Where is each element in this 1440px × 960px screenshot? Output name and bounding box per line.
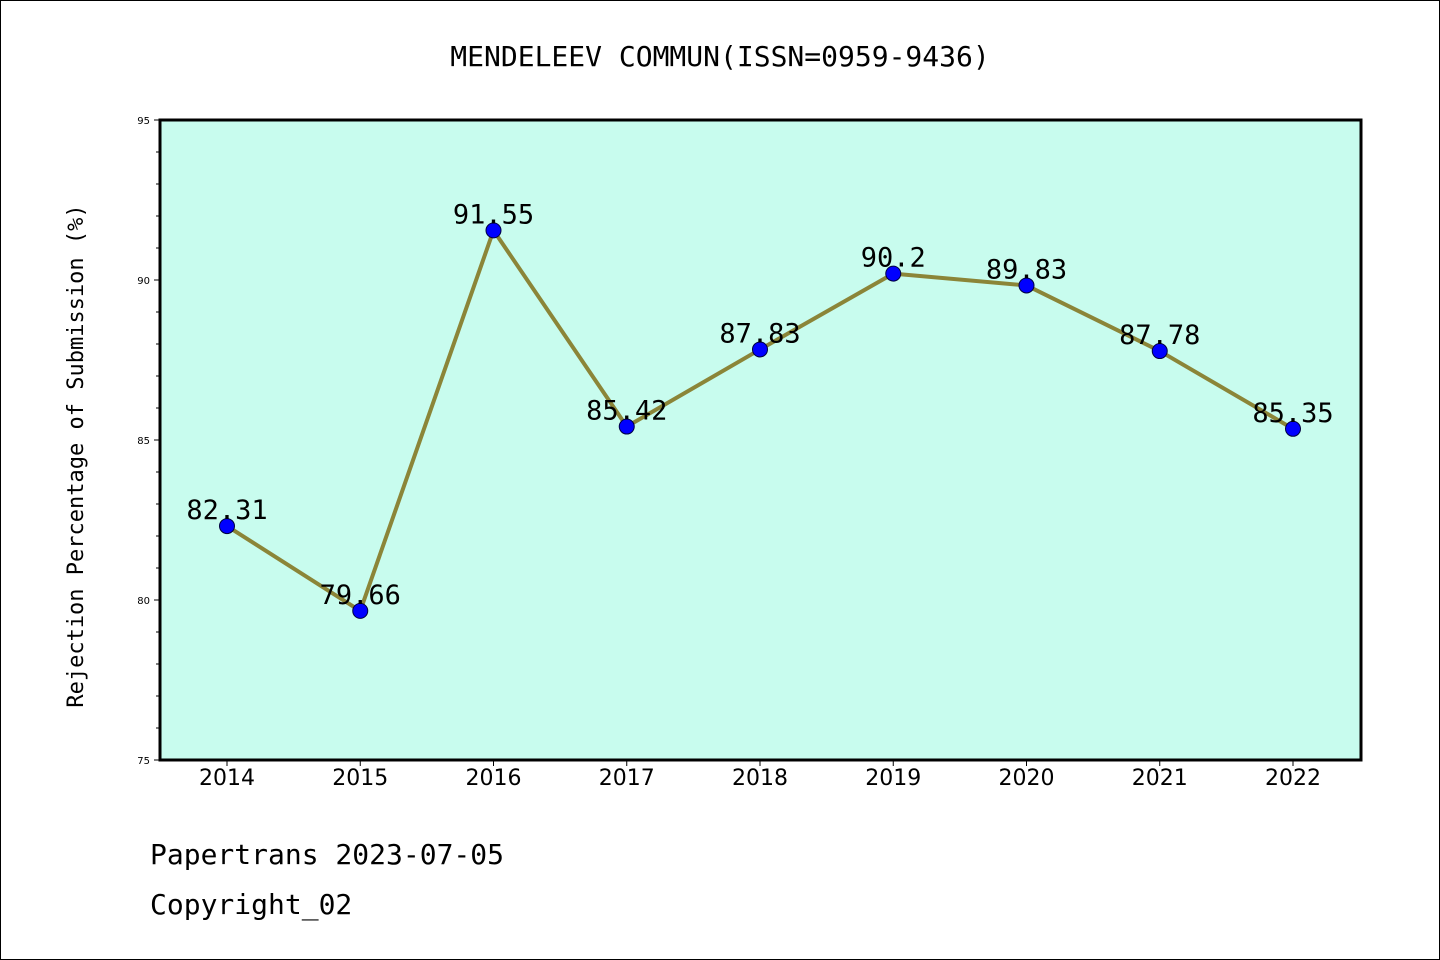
data-label-group: 82.31 79.66 91.55 85.42 87.83 90.2 89.83 87.78 8… xyxy=(186,199,1333,610)
y-tick-label: 75 xyxy=(137,756,150,767)
data-label: 90.2 xyxy=(861,243,926,274)
plot-area xyxy=(158,118,1363,762)
data-label: 79.66 xyxy=(320,580,401,611)
data-point-marker xyxy=(885,265,902,282)
y-tick-label: 95 xyxy=(137,116,150,127)
x-tick-label: 2020 xyxy=(999,766,1055,791)
data-point-marker xyxy=(1151,343,1168,360)
y-axis-label: Rejection Percentage of Submission (%) xyxy=(64,204,89,707)
data-label: 85.35 xyxy=(1252,398,1333,429)
x-tick-label: 2017 xyxy=(599,766,655,791)
data-point-marker xyxy=(1285,420,1301,437)
footer-date: Papertrans 2023-07-05 xyxy=(150,838,504,871)
y-tick-label: 85 xyxy=(137,436,150,447)
x-tick-label: 2019 xyxy=(865,766,921,791)
marker-group xyxy=(219,222,1301,619)
data-point-marker xyxy=(485,222,502,239)
x-tick-label: 2018 xyxy=(732,766,788,791)
data-label: 82.31 xyxy=(186,495,267,526)
chart-title: MENDELEEV COMMUN(ISSN=0959-9436) xyxy=(450,40,989,73)
x-tick-label: 2015 xyxy=(332,766,388,791)
y-tick-label: 90 xyxy=(137,276,150,287)
x-tick-label: 2022 xyxy=(1265,766,1321,791)
data-point-marker xyxy=(618,418,635,435)
x-tick-label: 2014 xyxy=(199,766,255,791)
data-label: 91.55 xyxy=(453,199,534,230)
y-tick-label: 80 xyxy=(137,596,150,607)
data-label: 87.83 xyxy=(719,318,800,349)
footer-copyright: Copyright_02 xyxy=(150,888,352,922)
data-point-marker xyxy=(1018,277,1035,294)
data-label: 87.78 xyxy=(1119,320,1200,351)
data-point-marker xyxy=(219,518,235,535)
data-label: 85.42 xyxy=(586,396,667,427)
x-tick-label: 2021 xyxy=(1132,766,1188,791)
axis-ticks: 75 80 85 90 95 2014 2015 2016 2017 2018 2019 2020 20… xyxy=(137,116,1321,791)
data-label: 89.83 xyxy=(986,254,1067,285)
data-point-marker xyxy=(352,602,369,619)
x-tick-label: 2016 xyxy=(466,766,522,791)
data-point-marker xyxy=(752,341,768,358)
